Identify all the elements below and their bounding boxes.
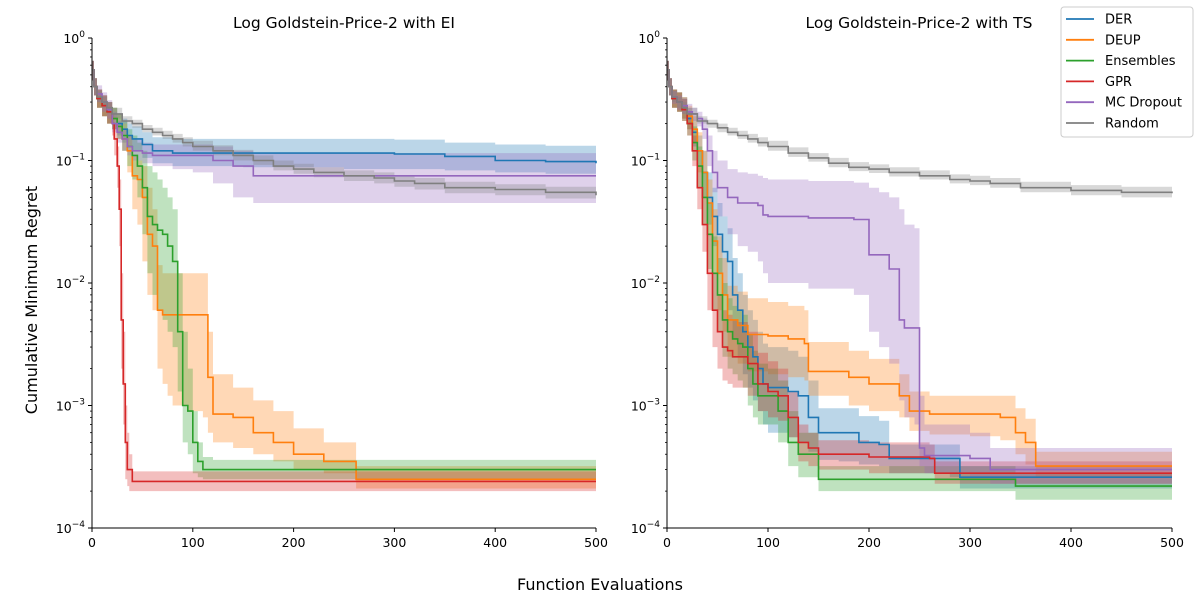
subplot-ei-plot-area: 0 100 200 300 400 500 100 10−1 10−2 10−3 10−4 [56, 30, 608, 550]
y-tick-label: 10−1 [631, 153, 660, 169]
y-tick-label: 10−3 [56, 398, 85, 414]
band-ensembles-0 [92, 60, 596, 480]
x-tick-label: 100 [756, 535, 780, 550]
legend-label-mc-dropout: MC Dropout [1105, 96, 1182, 111]
x-tick-label: 400 [483, 535, 507, 550]
y-axis-label: Cumulative Minimum Regret [22, 186, 41, 414]
line-random-1 [667, 69, 1173, 194]
x-tick-label: 300 [958, 535, 982, 550]
subplot-ts-title: Log Goldstein-Price-2 with TS [806, 14, 1033, 32]
subplot-ts: Log Goldstein-Price-2 with TS 0 100 200 300… [631, 14, 1184, 550]
subplot-ei-title: Log Goldstein-Price-2 with EI [233, 14, 455, 32]
x-tick-label: 300 [382, 535, 406, 550]
subplot-ts-plot-area: 0 100 200 300 400 500 100 10−1 10−2 10−3 10−4 [631, 30, 1184, 550]
x-tick-label: 100 [181, 535, 205, 550]
y-tick-label: 100 [638, 30, 660, 46]
y-tick-label: 10−1 [56, 153, 85, 169]
x-tick-label: 500 [584, 535, 608, 550]
x-tick-label: 200 [282, 535, 306, 550]
legend-label-deup: DEUP [1105, 33, 1141, 48]
x-tick-label: 0 [663, 535, 671, 550]
band-der-1 [667, 60, 1172, 489]
x-tick-label: 400 [1059, 535, 1083, 550]
x-tick-label: 0 [88, 535, 96, 550]
legend-label-gpr: GPR [1105, 75, 1132, 90]
legend: DER DEUP Ensembles GPR MC Dropout Random [1060, 6, 1194, 138]
legend-label-ensembles: Ensembles [1105, 54, 1176, 69]
band-deup-0 [92, 60, 596, 489]
line-random-0 [92, 69, 597, 196]
band-mc-dropout-1 [667, 60, 1172, 484]
y-tick-label: 100 [63, 30, 85, 46]
y-tick-label: 10−2 [56, 275, 85, 291]
x-axis-label: Function Evaluations [517, 575, 683, 594]
legend-label-der: DER [1105, 13, 1132, 28]
subplot-ei: Log Goldstein-Price-2 with EI 0 100 200 300… [56, 14, 608, 550]
y-tick-label: 10−4 [56, 520, 85, 536]
x-tick-label: 500 [1160, 535, 1184, 550]
legend-label-random: Random [1105, 117, 1159, 132]
y-tick-label: 10−3 [631, 398, 660, 414]
x-tick-label: 200 [857, 535, 881, 550]
band-deup-1 [667, 60, 1172, 478]
y-tick-label: 10−2 [631, 275, 660, 291]
band-der-0 [92, 60, 596, 176]
y-tick-label: 10−4 [631, 520, 660, 536]
band-mc-dropout-0 [92, 60, 596, 204]
